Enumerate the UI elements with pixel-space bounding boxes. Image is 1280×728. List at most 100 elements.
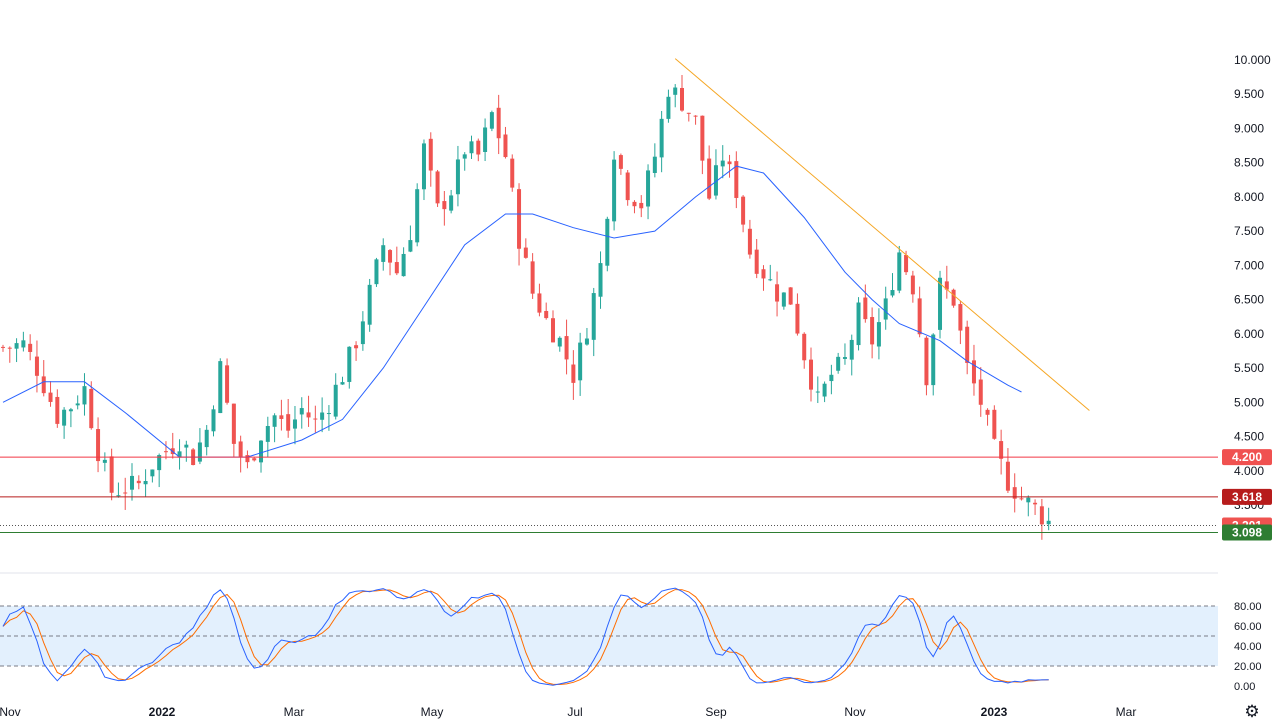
candle-body (550, 318, 555, 343)
candle-body (150, 469, 155, 477)
price-tick-label: 8.000 (1234, 190, 1264, 204)
candle-body (652, 156, 657, 173)
candle-body (693, 115, 698, 117)
candle-body (163, 451, 168, 453)
candle-body (75, 403, 80, 406)
price-axis[interactable]: 10.000 9.500 9.000 8.500 8.000 7.500 7.000 6.50… (1234, 53, 1271, 512)
candle-body (870, 317, 875, 345)
candle-body (510, 158, 515, 188)
candle-body (143, 481, 148, 485)
candle-body (564, 336, 569, 360)
candle-body (958, 304, 963, 331)
candle-body (720, 160, 725, 167)
candle-body (34, 356, 39, 376)
candle-body (218, 361, 223, 414)
candle-body (7, 347, 12, 349)
candle-body (612, 159, 617, 222)
price-tag (1222, 449, 1272, 466)
price-tick-label: 7.500 (1234, 224, 1264, 238)
time-tick-label: Sep (705, 705, 727, 719)
candle-body (883, 298, 888, 320)
candle-body (754, 249, 759, 274)
candle-body (666, 96, 671, 119)
oscillator-tick-label: 60.00 (1234, 621, 1262, 633)
oscillator-k-line (2, 587, 1049, 686)
price-tag (1222, 524, 1272, 541)
oscillator-tick-label: 40.00 (1234, 641, 1262, 653)
price-tick-label: 4.500 (1234, 430, 1264, 444)
candle-body (21, 340, 26, 348)
candle-body (890, 290, 895, 296)
candle-body (686, 112, 691, 114)
oscillator-axis[interactable]: 80.00 60.00 40.00 20.00 0.00 (1234, 601, 1262, 693)
candle-body (659, 118, 664, 158)
candle-body (1046, 520, 1051, 525)
time-tick-label: May (421, 705, 444, 719)
candle-body (517, 189, 522, 249)
candle-body (734, 161, 739, 198)
candle-body (571, 364, 576, 383)
candle-body (1026, 497, 1031, 503)
candle-body (904, 254, 909, 273)
candle-body (985, 409, 990, 415)
gear-icon[interactable]: ⚙ (1244, 702, 1260, 721)
price-tick-label: 10.000 (1234, 53, 1271, 67)
candle-body (863, 297, 868, 320)
candle-body (184, 444, 189, 448)
candle-body (360, 321, 365, 345)
candle-body (931, 334, 936, 386)
candle-body (286, 414, 291, 431)
candle-body (829, 374, 834, 382)
candle-body (1005, 461, 1010, 491)
candle-body (197, 442, 202, 462)
candle-body (530, 261, 535, 294)
candle-body (279, 415, 284, 419)
candle-body (326, 413, 331, 415)
candle-body (496, 107, 501, 139)
candle-body (333, 384, 338, 417)
candle-body (354, 345, 359, 349)
candle-body (225, 365, 230, 403)
time-tick-label: Jul (567, 705, 582, 719)
candle-body (632, 201, 637, 207)
candle-body (449, 195, 454, 211)
candle-body (1, 346, 5, 348)
candle-body (442, 201, 447, 210)
candle-body (646, 170, 651, 207)
candle-body (836, 356, 841, 371)
candle-body (761, 269, 766, 279)
candle-body (116, 495, 121, 497)
candle-body (55, 396, 60, 424)
candle-body (849, 339, 854, 360)
candle-body (28, 343, 33, 352)
candle-body (700, 115, 705, 161)
candle-body (14, 343, 19, 349)
oscillator-pane (0, 587, 1218, 686)
oscillator-tick-label: 0.00 (1234, 681, 1255, 693)
candle-body (781, 292, 786, 307)
candle-body (944, 281, 949, 290)
candle-body (340, 382, 345, 385)
price-tag (1222, 488, 1272, 505)
candle-body (123, 492, 128, 494)
candle-body (109, 456, 114, 493)
candle-body (971, 360, 976, 384)
oscillator-d-line (2, 589, 1049, 686)
candle-body (401, 253, 406, 277)
candle-body (876, 322, 881, 347)
price-tick-label: 8.500 (1234, 156, 1264, 170)
oscillator-tick-label: 20.00 (1234, 661, 1262, 673)
candle-body (245, 455, 250, 463)
candle-body (938, 277, 943, 330)
time-axis[interactable]: Nov 2022 Mar May Jul Sep Nov 2023 Mar (0, 705, 1136, 719)
time-tick-label: Nov (844, 705, 865, 719)
candle-body (727, 161, 732, 165)
candle-body (367, 284, 372, 325)
candle-body (747, 228, 752, 255)
candle-body (978, 379, 983, 405)
candle-body (136, 480, 141, 484)
candle-body (618, 155, 623, 169)
candle-body (265, 425, 270, 442)
